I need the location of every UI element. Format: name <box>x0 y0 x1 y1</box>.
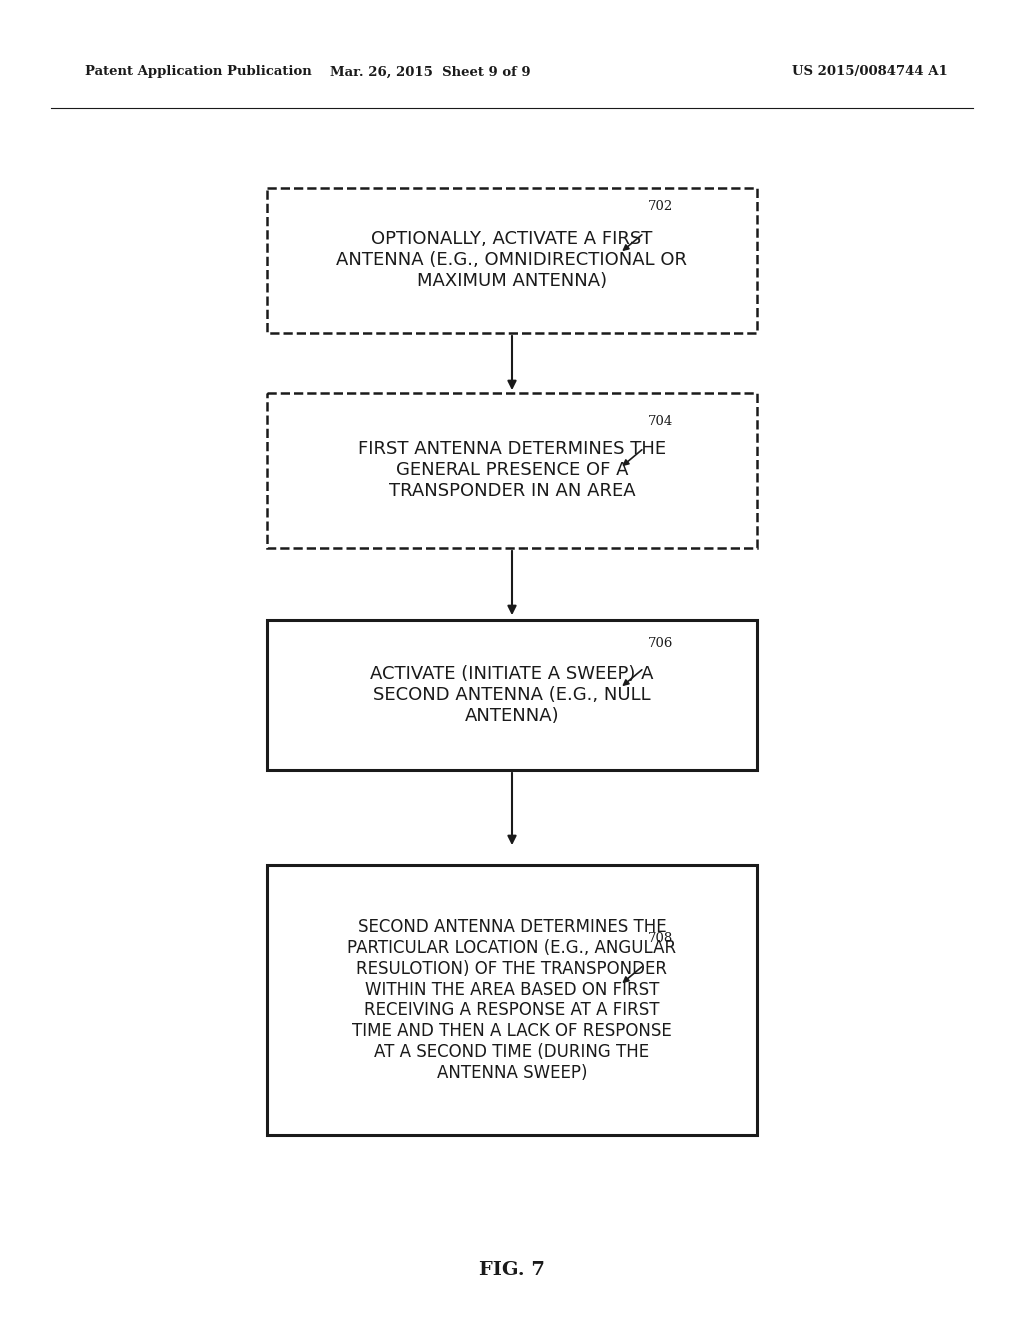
Text: OPTIONALLY, ACTIVATE A FIRST
ANTENNA (E.G., OMNIDIRECTIONAL OR
MAXIMUM ANTENNA): OPTIONALLY, ACTIVATE A FIRST ANTENNA (E.… <box>337 230 687 290</box>
Text: Mar. 26, 2015  Sheet 9 of 9: Mar. 26, 2015 Sheet 9 of 9 <box>330 66 530 78</box>
Bar <box>267 392 757 548</box>
Text: 708: 708 <box>648 932 673 945</box>
Bar <box>267 187 757 333</box>
Text: 702: 702 <box>648 201 673 213</box>
Text: US 2015/0084744 A1: US 2015/0084744 A1 <box>793 66 948 78</box>
Text: ACTIVATE (INITIATE A SWEEP) A
SECOND ANTENNA (E.G., NULL
ANTENNA): ACTIVATE (INITIATE A SWEEP) A SECOND ANT… <box>371 665 653 725</box>
Text: 706: 706 <box>648 638 674 649</box>
Text: SECOND ANTENNA DETERMINES THE
PARTICULAR LOCATION (E.G., ANGULAR
RESULOTION) OF : SECOND ANTENNA DETERMINES THE PARTICULAR… <box>347 919 677 1082</box>
Bar <box>267 865 757 1135</box>
Text: Patent Application Publication: Patent Application Publication <box>85 66 311 78</box>
Text: FIG. 7: FIG. 7 <box>479 1261 545 1279</box>
Bar <box>267 620 757 770</box>
Text: FIRST ANTENNA DETERMINES THE
GENERAL PRESENCE OF A
TRANSPONDER IN AN AREA: FIRST ANTENNA DETERMINES THE GENERAL PRE… <box>358 440 666 500</box>
Text: 704: 704 <box>648 414 673 428</box>
